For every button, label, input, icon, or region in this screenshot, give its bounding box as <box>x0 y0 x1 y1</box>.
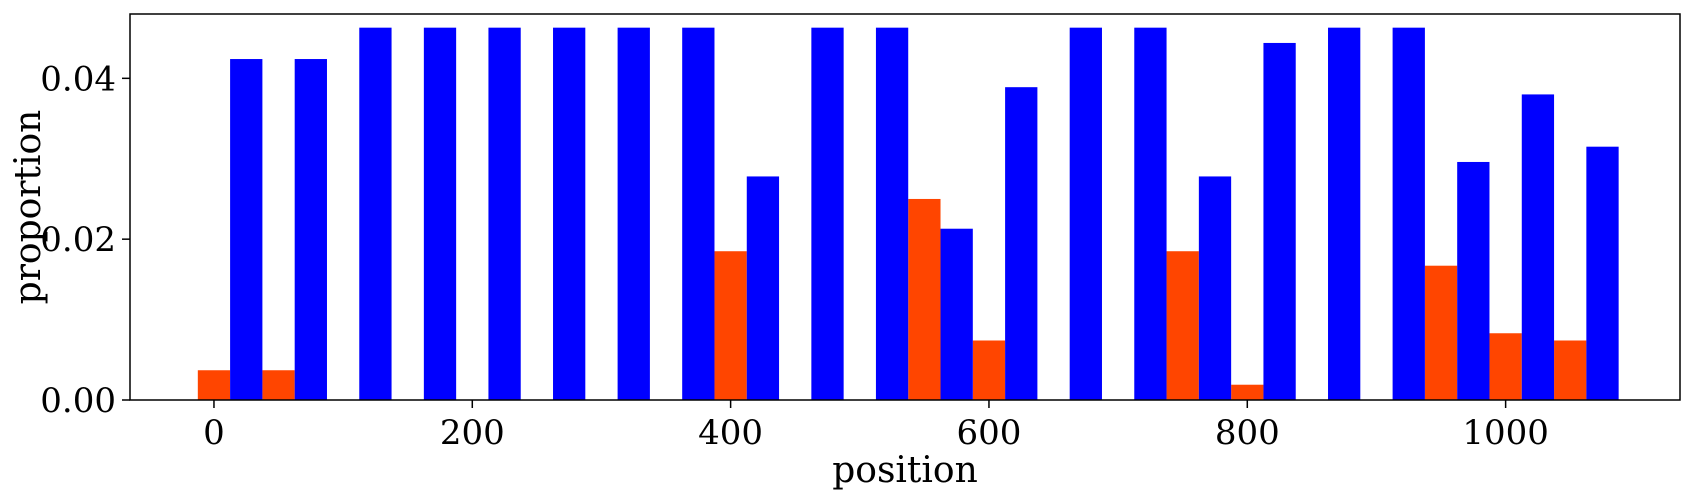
bar <box>617 27 650 400</box>
bar <box>1069 27 1102 400</box>
y-axis-label: proportion <box>8 110 49 305</box>
bar <box>1521 94 1555 401</box>
y-tick-label: 0.02 <box>40 220 116 260</box>
bar <box>908 198 941 400</box>
bar <box>1231 384 1264 400</box>
y-tick-label: 0.00 <box>40 381 116 421</box>
bar <box>940 228 973 400</box>
bar <box>1554 340 1587 400</box>
x-axis-label: position <box>832 450 978 491</box>
bar <box>423 27 457 400</box>
bar <box>230 59 263 401</box>
bar <box>746 176 780 400</box>
bar <box>811 27 844 400</box>
bar <box>714 251 747 400</box>
x-tick-label: 1000 <box>1462 413 1549 453</box>
x-axis-ticks: 0 200 400 600 800 1000 <box>203 400 1549 453</box>
x-tick-label: 400 <box>698 413 763 453</box>
bar <box>1005 87 1038 400</box>
bar <box>1457 161 1490 400</box>
bar <box>294 59 327 401</box>
x-tick-label: 600 <box>957 413 1022 453</box>
bar <box>1166 251 1199 400</box>
bar <box>1586 146 1619 400</box>
bar <box>488 27 521 400</box>
bar <box>197 370 231 400</box>
y-axis-ticks: 0.00 0.02 0.04 <box>40 59 130 421</box>
bar <box>1328 27 1361 400</box>
bar <box>1263 42 1296 400</box>
bar <box>1392 27 1425 400</box>
bar <box>875 27 909 400</box>
bar <box>1424 265 1458 400</box>
bar <box>553 27 586 400</box>
bar <box>1134 27 1167 400</box>
bar <box>972 340 1006 400</box>
x-tick-label: 200 <box>440 413 505 453</box>
bar <box>682 27 715 400</box>
plot-frame <box>129 13 1681 401</box>
bars-layer <box>197 27 1619 401</box>
bar <box>262 370 295 400</box>
x-tick-label: 800 <box>1215 413 1280 453</box>
x-tick-label: 0 <box>203 413 225 453</box>
bar <box>1198 176 1232 400</box>
bar <box>1489 333 1522 400</box>
bar <box>359 27 392 400</box>
y-tick-label: 0.04 <box>40 59 116 99</box>
